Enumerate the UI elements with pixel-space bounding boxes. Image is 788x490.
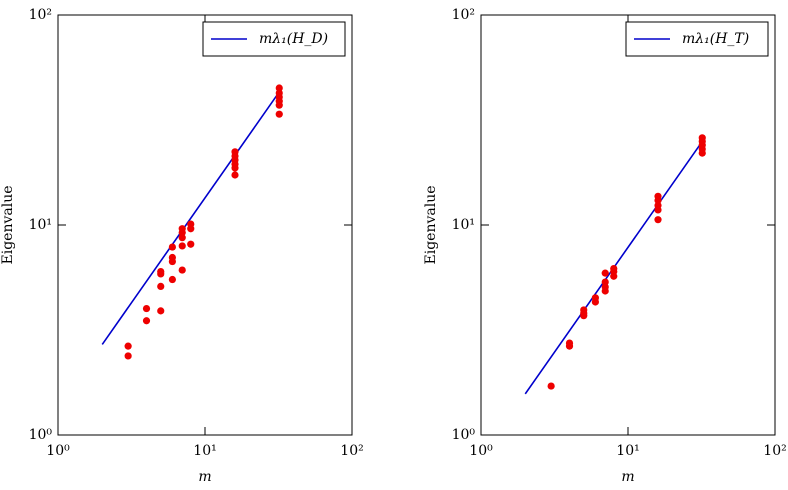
x-tick-label: 10² bbox=[763, 443, 786, 459]
data-point bbox=[157, 282, 165, 291]
data-point bbox=[580, 312, 588, 320]
data-point bbox=[601, 287, 609, 295]
data-point bbox=[168, 275, 176, 284]
y-axis-label: Eigenvalue bbox=[423, 186, 439, 265]
x-axis-label: m bbox=[621, 469, 634, 485]
x-axis-label: m bbox=[198, 469, 211, 485]
data-point bbox=[187, 225, 195, 233]
data-point bbox=[275, 110, 283, 118]
data-point bbox=[601, 269, 609, 277]
series-line bbox=[101, 91, 280, 345]
x-tick-label: 10⁰ bbox=[469, 443, 493, 459]
data-point bbox=[178, 229, 186, 237]
data-point bbox=[654, 196, 662, 204]
data-point bbox=[231, 171, 239, 179]
x-tick-label: 10⁰ bbox=[46, 443, 70, 459]
y-tick-label: 10⁰ bbox=[29, 427, 53, 443]
legend-label: mλ₁(H_T) bbox=[682, 31, 749, 47]
data-point bbox=[275, 84, 283, 92]
data-point bbox=[124, 352, 132, 360]
data-point bbox=[168, 243, 176, 251]
y-axis-label: Eigenvalue bbox=[0, 186, 16, 265]
data-point bbox=[610, 272, 618, 280]
data-point bbox=[178, 242, 186, 250]
plot-area bbox=[480, 14, 776, 436]
x-tick-label: 10¹ bbox=[193, 443, 216, 459]
data-point bbox=[654, 216, 662, 224]
plot-area bbox=[57, 14, 353, 436]
y-tick-label: 10⁰ bbox=[452, 427, 476, 443]
data-point bbox=[168, 257, 176, 266]
x-tick-label: 10¹ bbox=[616, 443, 639, 459]
data-point bbox=[178, 266, 186, 274]
data-point bbox=[591, 298, 599, 306]
legend-label: mλ₁(H_D) bbox=[259, 31, 328, 47]
data-point bbox=[231, 164, 239, 172]
data-point bbox=[565, 342, 574, 350]
data-point bbox=[654, 206, 662, 214]
data-point bbox=[178, 234, 186, 242]
data-point bbox=[124, 342, 132, 350]
data-point bbox=[157, 270, 165, 278]
y-tick-label: 10² bbox=[452, 7, 475, 23]
x-tick-label: 10² bbox=[340, 443, 363, 459]
y-tick-label: 10¹ bbox=[452, 217, 475, 233]
y-tick-label: 10² bbox=[29, 7, 52, 23]
data-point bbox=[698, 149, 706, 157]
data-point bbox=[275, 101, 283, 109]
data-point bbox=[142, 304, 151, 313]
data-point bbox=[157, 307, 165, 315]
y-tick-label: 10¹ bbox=[29, 217, 52, 233]
data-point bbox=[142, 317, 151, 325]
legend bbox=[202, 21, 346, 57]
data-point bbox=[547, 382, 555, 390]
data-point bbox=[187, 240, 195, 248]
